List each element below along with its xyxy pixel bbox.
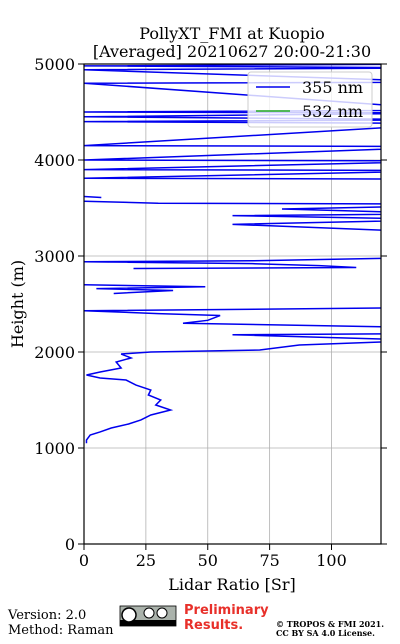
x-tick-label: 25 — [136, 551, 156, 570]
y-axis-label: Height (m) — [8, 260, 27, 348]
profile-line — [84, 195, 102, 199]
copyright: © TROPOS & FMI 2021. — [276, 619, 384, 629]
legend-label: 355 nm — [302, 78, 363, 97]
method: Method: Raman — [8, 623, 114, 638]
cc-badge — [119, 605, 177, 627]
chart-subtitle: [Averaged] 20210627 20:00-21:30 — [93, 42, 371, 61]
profile-line — [84, 200, 381, 231]
chart-title: PollyXT_FMI at Kuopio — [139, 24, 325, 43]
lines — [84, 64, 381, 444]
x-tick-label: 0 — [79, 551, 89, 570]
x-tick-label: 75 — [259, 551, 279, 570]
profile-line — [84, 257, 381, 270]
legend-label: 532 nm — [302, 102, 363, 121]
y-tick-label: 1000 — [34, 439, 75, 458]
y-tick-label: 4000 — [34, 151, 75, 170]
preliminary: Results. — [184, 618, 243, 633]
profile-line — [84, 307, 381, 444]
grid — [83, 63, 381, 545]
legend-box — [247, 71, 373, 128]
plot-frame — [83, 63, 382, 545]
x-tick-label: 100 — [316, 551, 347, 570]
y-tick-label: 3000 — [34, 247, 75, 266]
x-tick-label: 50 — [198, 551, 218, 570]
y-tick-label: 2000 — [34, 343, 75, 362]
y-tick-label: 0 — [65, 535, 75, 554]
legend: 355 nm 532 nm — [256, 78, 363, 121]
x-axis-label: Lidar Ratio [Sr] — [168, 575, 296, 594]
preliminary: Preliminary — [184, 603, 269, 618]
license: CC BY SA 4.0 License. — [276, 628, 375, 638]
profile-line — [84, 284, 206, 295]
version: Version: 2.0 — [7, 608, 86, 623]
y-tick-label: 5000 — [34, 55, 75, 74]
profile-line — [84, 64, 381, 180]
